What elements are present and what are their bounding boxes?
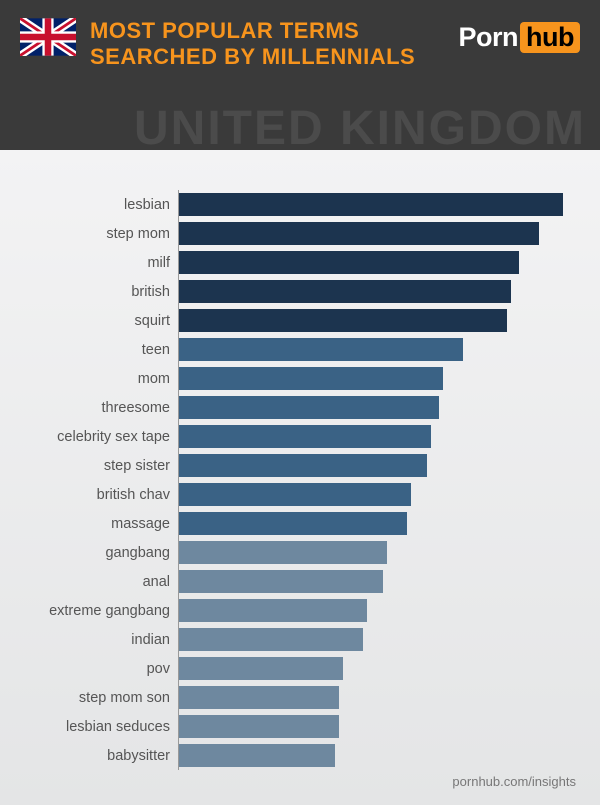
bar-track [178,625,580,654]
bar [179,512,407,535]
bar-label: extreme gangbang [20,603,178,619]
bar-label: massage [20,516,178,532]
bar-label: step mom [20,226,178,242]
bar-row: lesbian seduces [20,712,580,741]
bar [179,483,411,506]
bar-row: threesome [20,393,580,422]
bar-row: british [20,277,580,306]
bar-label: british [20,284,178,300]
bar-label: british chav [20,487,178,503]
site-logo: Porn hub [459,22,581,53]
bar-track [178,248,580,277]
bar [179,686,339,709]
bar-row: anal [20,567,580,596]
bar-track [178,451,580,480]
bar-row: step mom son [20,683,580,712]
chart-area: lesbian step mom milf british squirt teen mom t… [0,150,600,805]
bar-track [178,712,580,741]
bar-row: extreme gangbang [20,596,580,625]
bar [179,222,539,245]
bar [179,628,363,651]
bar [179,367,443,390]
bar-track [178,596,580,625]
bar [179,599,367,622]
bar-track [178,335,580,364]
bar [179,454,427,477]
title-line-2: SEARCHED BY MILLENNIALS [90,44,445,70]
uk-flag-icon [20,18,76,56]
bar [179,193,563,216]
bar-track [178,654,580,683]
bar-row: indian [20,625,580,654]
bar-label: teen [20,342,178,358]
bar-track [178,538,580,567]
bar-row: babysitter [20,741,580,770]
title-wrap: MOST POPULAR TERMS SEARCHED BY MILLENNIA… [90,18,445,70]
bar [179,570,383,593]
bar-row: lesbian [20,190,580,219]
bar-label: lesbian seduces [20,719,178,735]
bar-track [178,190,580,219]
bar-track [178,277,580,306]
bar-row: british chav [20,480,580,509]
bar-row: pov [20,654,580,683]
bar-track [178,480,580,509]
bar-row: step sister [20,451,580,480]
bar-row: teen [20,335,580,364]
bar-row: step mom [20,219,580,248]
bar-row: mom [20,364,580,393]
bar-track [178,567,580,596]
bar-track [178,509,580,538]
logo-part-1: Porn [459,22,519,53]
bar-track [178,219,580,248]
bar-label: milf [20,255,178,271]
bar [179,396,439,419]
bar [179,309,507,332]
bar-track [178,683,580,712]
watermark-text: UNITED KINGDOM [134,101,586,156]
footer-link: pornhub.com/insights [452,774,576,789]
bar-label: step sister [20,458,178,474]
bar-list: lesbian step mom milf british squirt teen mom t… [20,190,580,770]
bar-label: mom [20,371,178,387]
bar-row: milf [20,248,580,277]
bar-label: anal [20,574,178,590]
bar [179,251,519,274]
bar [179,425,431,448]
bar-label: gangbang [20,545,178,561]
bar-label: pov [20,661,178,677]
bar [179,338,463,361]
title-line-1: MOST POPULAR TERMS [90,18,445,44]
bar-row: squirt [20,306,580,335]
bar [179,280,511,303]
bar [179,715,339,738]
bar-label: celebrity sex tape [20,429,178,445]
bar-track [178,306,580,335]
bar-label: squirt [20,313,178,329]
bar-row: massage [20,509,580,538]
bar-label: threesome [20,400,178,416]
header-row: MOST POPULAR TERMS SEARCHED BY MILLENNIA… [20,18,580,70]
logo-part-2: hub [520,22,580,53]
bar-label: step mom son [20,690,178,706]
bar [179,744,335,767]
bar-label: babysitter [20,748,178,764]
bar-row: gangbang [20,538,580,567]
bar-track [178,364,580,393]
bar-track [178,393,580,422]
bar-label: lesbian [20,197,178,213]
bar-track [178,422,580,451]
bar [179,541,387,564]
bar [179,657,343,680]
header: MOST POPULAR TERMS SEARCHED BY MILLENNIA… [0,0,600,150]
bar-track [178,741,580,770]
bar-label: indian [20,632,178,648]
bar-row: celebrity sex tape [20,422,580,451]
